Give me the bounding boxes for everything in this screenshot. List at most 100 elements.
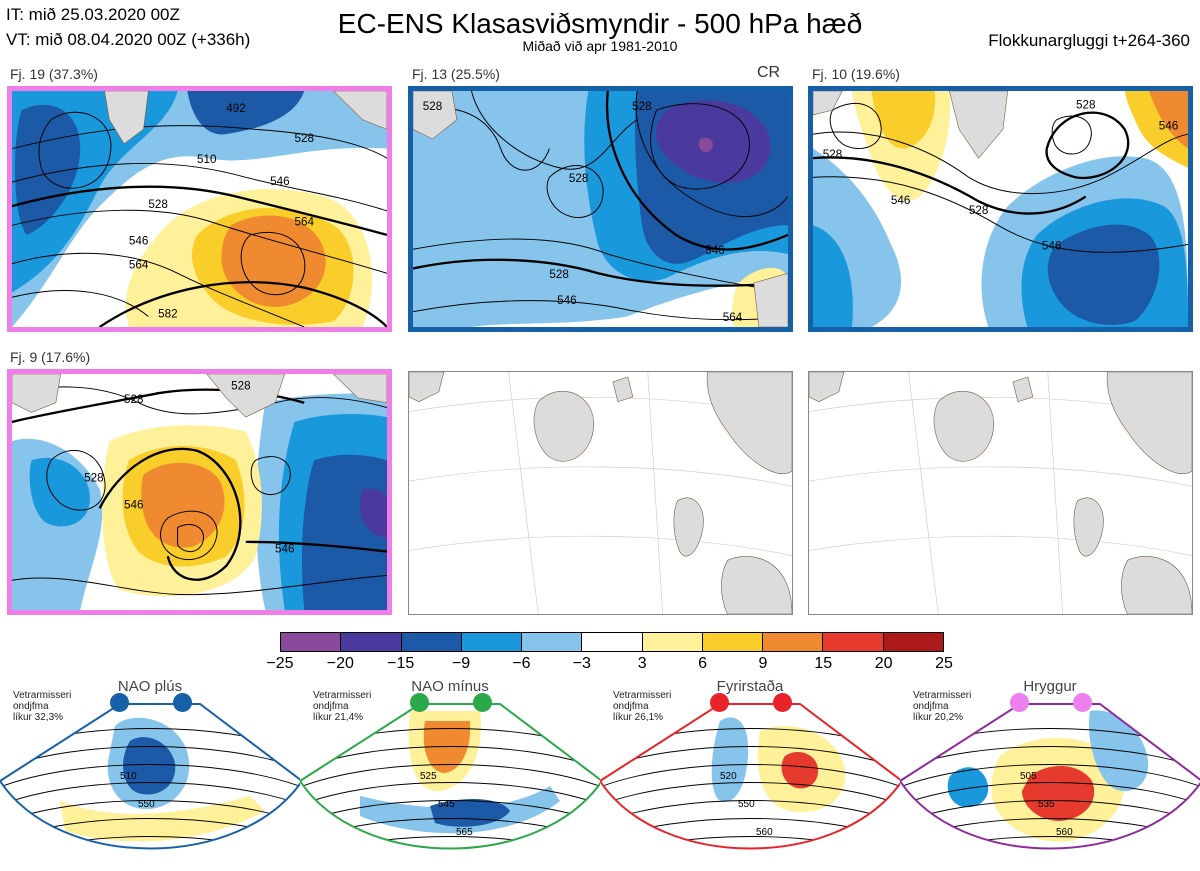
valid-time: VT: mið 08.04.2020 00Z (+336h) — [6, 30, 251, 49]
contour-label: 564 — [129, 259, 149, 272]
contour-label: 546 — [124, 498, 143, 511]
colorbar-tick-label: 3 — [637, 655, 647, 672]
colorbar-swatch — [461, 633, 523, 651]
regime-map: 520 550 560 — [600, 703, 900, 850]
colorbar-tick-label: 6 — [698, 655, 707, 672]
contour-label: 528 — [148, 198, 167, 211]
regime-map: 510 550 — [0, 703, 300, 850]
contour-label: 546 — [129, 235, 148, 248]
contour-label: 546 — [1042, 239, 1061, 252]
regime-note: Vetrarmisseri ondjfma líkur 32,3% — [13, 690, 72, 723]
contour-label: 582 — [158, 307, 177, 320]
regime-dot — [1073, 693, 1092, 712]
regime-title: Fyrirstaða — [716, 678, 784, 695]
contour-label: 528 — [632, 100, 651, 113]
contour-label: 546 — [705, 244, 724, 257]
colorbar-swatch — [582, 633, 643, 651]
colorbar-tick-label: 20 — [874, 655, 893, 672]
colorbar-tick-label: 25 — [935, 655, 953, 672]
regime-contour-label: 525 — [420, 771, 437, 782]
panel-2-tag: CR — [757, 64, 781, 81]
initial-time: IT: mið 25.03.2020 00Z — [6, 5, 180, 24]
colorbar-swatch — [883, 633, 943, 651]
contour-label: 528 — [231, 379, 250, 392]
colorbar-tick-label: −20 — [326, 655, 354, 672]
contour-label: 546 — [891, 194, 910, 207]
colorbar-tick-label: −3 — [572, 655, 591, 672]
colorbar-swatch — [702, 633, 764, 651]
colorbar-swatch — [763, 633, 824, 651]
empty-map-1 — [408, 371, 793, 615]
cluster-map-1: 492 528 510 546 528 546 564 564 582 — [7, 86, 392, 332]
colorbar-tick-label: −6 — [512, 655, 531, 672]
contour-label: 528 — [823, 148, 842, 161]
contour-label: 546 — [270, 175, 289, 188]
contour-label: 528 — [84, 472, 103, 485]
contour-label: 528 — [969, 204, 988, 217]
page-subtitle: Miðað við apr 1981-2010 — [522, 38, 678, 54]
regime-contour-label: 505 — [1020, 771, 1037, 782]
classification-window: Flokkunargluggi t+264-360 — [988, 31, 1190, 50]
regime-contour-label: 520 — [720, 771, 737, 782]
page-title: EC-ENS Klasasviðsmyndir - 500 hPa hæð — [337, 8, 863, 39]
contour-label: 528 — [1076, 98, 1095, 111]
colorbar-tick-label: −9 — [451, 655, 471, 672]
anomaly-colorbar — [280, 632, 944, 652]
cluster-map-2: 528 528 528 546 528 546 564 — [408, 86, 793, 332]
regime-dot — [110, 693, 129, 712]
regime-contour-label: 550 — [138, 799, 155, 810]
cluster-map-4: 528 528 528 546 546 — [7, 369, 392, 615]
regime-dot — [473, 693, 492, 712]
contour-label: 528 — [124, 393, 143, 406]
contour-label: 528 — [569, 172, 588, 185]
empty-map-1-graphic — [409, 372, 792, 614]
colorbar-swatch — [823, 633, 884, 651]
colorbar-swatch — [341, 633, 402, 651]
regime-note: Vetrarmisseri ondjfma líkur 21,4% — [313, 690, 372, 723]
regime-contour-label: 565 — [456, 827, 473, 838]
contour-label: 528 — [423, 100, 442, 113]
cluster-map-4-graphic: 528 528 528 546 546 — [12, 374, 387, 610]
cluster-map-3: 528 528 546 528 546 546 — [808, 86, 1193, 332]
panel-4-label: Fj. 9 (17.6%) — [10, 349, 91, 365]
regime-dot — [710, 693, 729, 712]
colorbar-tick-label: 9 — [758, 655, 768, 672]
cluster-map-3-graphic: 528 528 546 528 546 546 — [813, 91, 1188, 327]
colorbar-swatch — [281, 633, 342, 651]
contour-label: 528 — [294, 132, 313, 145]
regime-contour-label: 545 — [438, 799, 455, 810]
regime-dot — [173, 693, 192, 712]
regime-contour-label: 560 — [756, 827, 773, 838]
regime-dot — [410, 693, 429, 712]
cluster-map-2-graphic: 528 528 528 546 528 546 564 — [413, 91, 788, 327]
contour-label: 546 — [275, 543, 294, 556]
panel-3-label: Fj. 10 (19.6%) — [812, 66, 900, 82]
regime-note: Vetrarmisseri ondjfma líkur 20,2% — [913, 690, 972, 723]
regime-contour-label: 535 — [1038, 799, 1055, 810]
regime-contour-label: 550 — [738, 799, 755, 810]
empty-map-2 — [808, 371, 1193, 615]
regime-title: NAO plús — [117, 678, 183, 695]
colorbar-swatch — [642, 633, 703, 651]
contour-label: 564 — [723, 311, 743, 324]
regime-title: NAO mínus — [411, 678, 489, 695]
colorbar-swatch — [401, 633, 462, 651]
panel-2-label: Fj. 13 (25.5%) — [412, 66, 500, 82]
regime-note: Vetrarmisseri ondjfma líkur 26,1% — [613, 690, 672, 723]
empty-map-2-graphic — [809, 372, 1192, 614]
regime-map: 505 535 560 — [900, 703, 1200, 850]
colorbar-swatch — [522, 633, 583, 651]
regime-dot — [1010, 693, 1029, 712]
colorbar-tick-label: 15 — [814, 655, 833, 672]
regime-contour-label: 560 — [1056, 827, 1073, 838]
cluster-map-1-graphic: 492 528 510 546 528 546 564 564 582 — [12, 91, 387, 327]
contour-label: 492 — [226, 102, 245, 115]
regime-contour-label: 510 — [120, 771, 137, 782]
panel-1-label: Fj. 19 (37.3%) — [10, 66, 98, 82]
contour-label: 546 — [557, 294, 576, 307]
contour-label: 510 — [197, 153, 216, 166]
regime-map: 525 545 565 — [300, 703, 600, 850]
contour-label: 564 — [294, 215, 314, 228]
contour-label: 546 — [1159, 119, 1178, 132]
regime-title: Hryggur — [1023, 678, 1077, 695]
